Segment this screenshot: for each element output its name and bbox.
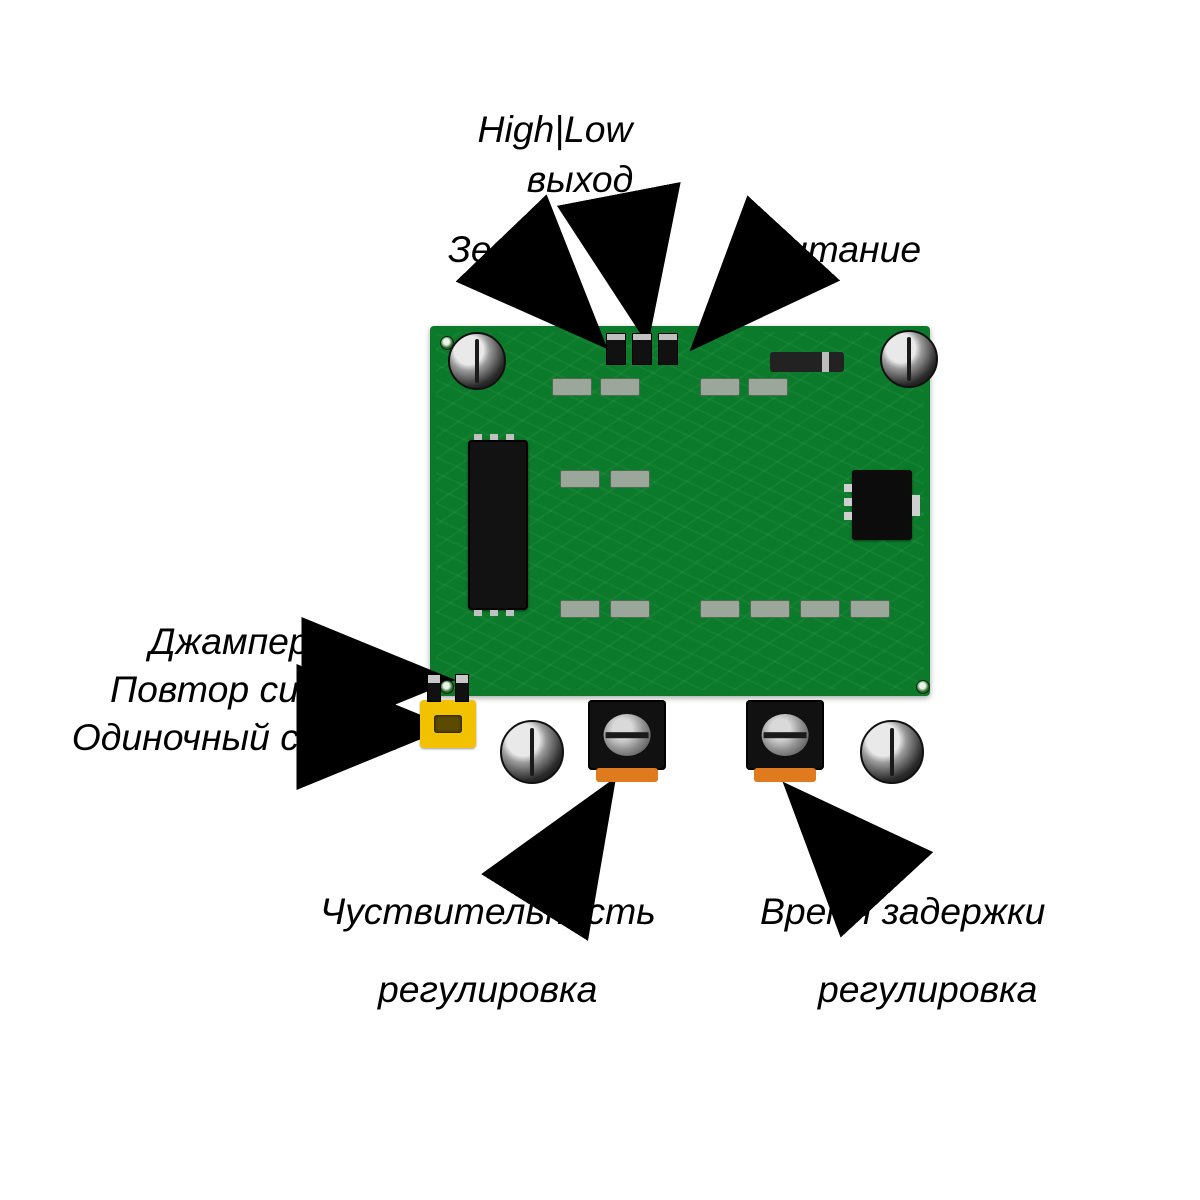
label-jumper-2: Повтор сигнала	[110, 668, 400, 711]
pin-header-3	[592, 332, 692, 366]
electrolytic-capacitor	[500, 720, 564, 784]
smd-passive	[600, 378, 640, 396]
jumper-trigger-mode	[420, 700, 476, 748]
electrolytic-capacitor	[860, 720, 924, 784]
label-jumper-1: Джампер:	[149, 620, 320, 663]
label-delay-1: Время задержки	[760, 890, 1045, 933]
smd-passive	[560, 600, 600, 618]
smd-passive	[800, 600, 840, 618]
regulator-sot	[852, 470, 912, 540]
label-delay-2: регулировка	[818, 968, 1037, 1011]
pcb-via	[916, 680, 930, 694]
label-pitanie: +Питание	[738, 228, 921, 271]
electrolytic-capacitor	[880, 330, 938, 388]
smd-passive	[700, 600, 740, 618]
electrolytic-capacitor	[448, 332, 506, 390]
label-sens-2: регулировка	[378, 968, 597, 1011]
label-high-low: High|Low	[478, 108, 633, 151]
smd-passive	[610, 600, 650, 618]
trimmer-sensitivity	[588, 700, 666, 770]
smd-passive	[748, 378, 788, 396]
label-vyhod: выход	[527, 158, 634, 201]
smd-passive	[700, 378, 740, 396]
smd-passive	[610, 470, 650, 488]
ic-dip	[468, 440, 528, 610]
diode	[770, 352, 844, 372]
smd-passive	[552, 378, 592, 396]
label-sens-1: Чуствительность	[320, 890, 656, 933]
label-jumper-3: Одиночный сигнал	[72, 716, 400, 759]
smd-passive	[850, 600, 890, 618]
smd-passive	[750, 600, 790, 618]
label-zemlya: Земля	[448, 228, 558, 271]
smd-passive	[560, 470, 600, 488]
trimmer-delay	[746, 700, 824, 770]
